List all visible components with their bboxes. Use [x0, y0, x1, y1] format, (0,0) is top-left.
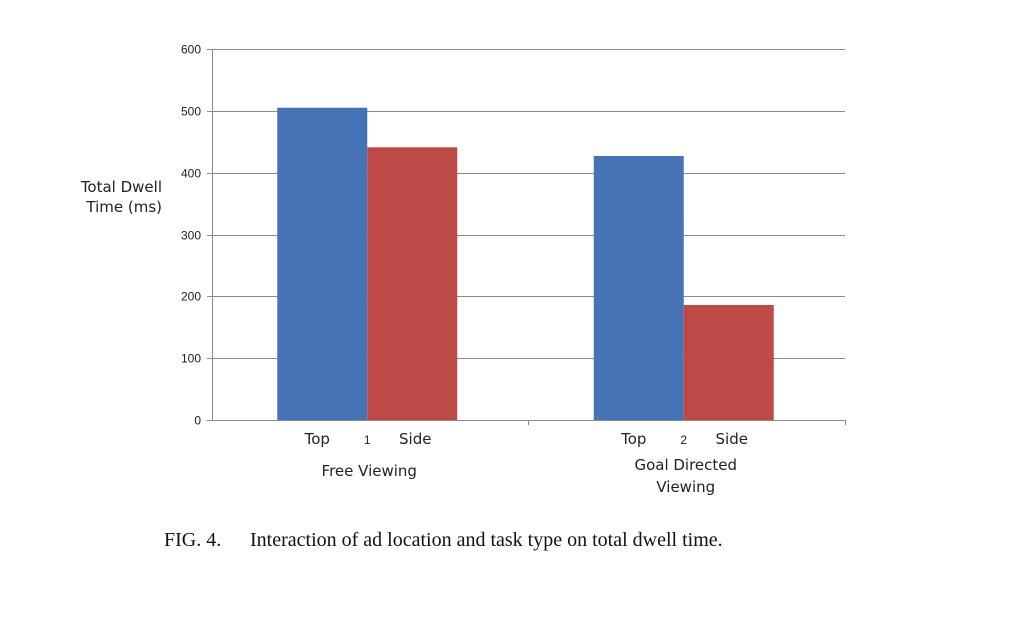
y-tick-label: 500 [181, 105, 201, 119]
y-axis-title: Time (ms) [85, 198, 162, 216]
category-name: Viewing [656, 478, 715, 496]
y-tick-label: 200 [181, 290, 201, 304]
labels: 0 100 200 300 400 500 600 Top Side 1 Free Viewing T… [80, 43, 748, 497]
bar-label: Side [399, 430, 431, 448]
bar-label: Top [620, 430, 646, 448]
bar-label: Side [716, 430, 748, 448]
figure-number: FIG. 4. [164, 529, 222, 551]
y-tick-label: 100 [181, 352, 201, 366]
y-tick-label: 400 [181, 167, 201, 181]
bar [277, 107, 368, 420]
bar-label: Top [304, 430, 330, 448]
bar [683, 304, 774, 420]
category-name: Free Viewing [322, 462, 417, 480]
category-number: 1 [364, 433, 371, 447]
y-tick-label: 0 [194, 414, 201, 428]
figure-caption: FIG. 4. Interaction of ad location and ta… [164, 529, 723, 552]
category-number: 2 [680, 433, 687, 447]
axes [207, 49, 846, 425]
y-axis-title: Total Dwell [80, 178, 162, 196]
y-tick-label: 600 [181, 43, 201, 57]
bar [367, 147, 458, 420]
bar [593, 155, 684, 420]
y-tick-label: 300 [181, 229, 201, 243]
caption-text: Interaction of ad location and task type… [250, 529, 723, 551]
bars [277, 107, 774, 420]
category-name: Goal Directed [634, 456, 737, 474]
